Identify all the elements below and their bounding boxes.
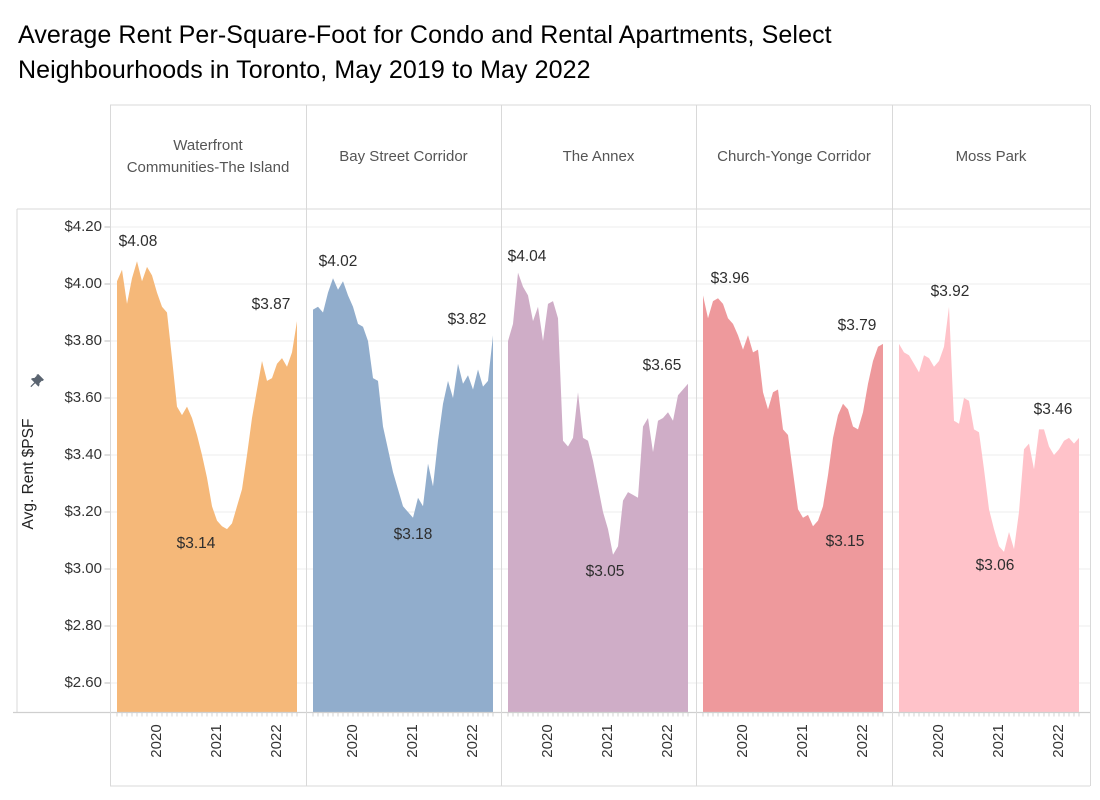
column-header-5[interactable]: Moss Park [955, 147, 1027, 165]
value-annotation: $3.96 [710, 270, 750, 287]
area-mark-bay-street-corridor[interactable] [313, 278, 493, 712]
y-tick-label: $3.60 [64, 389, 102, 406]
value-annotation: $3.87 [251, 296, 291, 313]
x-year-label: 2021 [794, 724, 811, 758]
x-year-label: 2021 [208, 724, 225, 758]
x-year-label: 2021 [990, 724, 1007, 758]
x-year-label: 2020 [148, 724, 165, 758]
x-year-label: 2020 [930, 724, 947, 758]
x-year-label: 2020 [734, 724, 751, 758]
column-header-4[interactable]: Church-Yonge Corridor [717, 147, 871, 165]
value-annotation: $3.65 [642, 357, 682, 374]
x-year-label: 2022 [854, 724, 871, 758]
y-tick-label: $4.00 [64, 275, 102, 292]
chart-title: Average Rent Per-Square-Foot for Condo a… [18, 18, 1018, 88]
area-mark-church-yonge-corridor[interactable] [703, 295, 883, 712]
area-mark-the-annex[interactable] [508, 272, 688, 712]
value-annotation: $4.08 [118, 233, 158, 250]
chart-title-line-1: Average Rent Per-Square-Foot for Condo a… [18, 21, 832, 49]
x-year-label: 2022 [659, 724, 676, 758]
value-annotation: $4.02 [318, 253, 358, 270]
x-year-label: 2020 [539, 724, 556, 758]
value-annotation: $3.06 [975, 557, 1015, 574]
value-annotation: $3.92 [930, 283, 970, 300]
value-annotation: $3.79 [837, 317, 877, 334]
value-annotation: $3.18 [393, 526, 433, 543]
y-tick-label: $3.80 [64, 332, 102, 349]
x-year-label: 2022 [1050, 724, 1067, 758]
y-tick-label: $2.60 [64, 674, 102, 691]
y-tick-label: $3.40 [64, 446, 102, 463]
pinned-axis-pin-icon [30, 374, 44, 388]
column-header-3[interactable]: The Annex [562, 147, 635, 165]
area-mark-waterfront-communities-the-island[interactable] [117, 261, 297, 712]
y-tick-label: $3.00 [64, 560, 102, 577]
y-axis-title: Avg. Rent $PSF [20, 418, 37, 530]
y-tick-label: $2.80 [64, 617, 102, 634]
y-tick-label: $4.20 [64, 218, 102, 235]
column-header-2[interactable]: Bay Street Corridor [339, 147, 468, 165]
value-annotation: $3.82 [447, 311, 487, 328]
x-year-label: 2020 [344, 724, 361, 758]
column-header-1[interactable]: Waterfront Communities-The Island [126, 136, 290, 177]
y-tick-label: $3.20 [64, 503, 102, 520]
x-year-label: 2021 [404, 724, 421, 758]
x-year-label: 2022 [464, 724, 481, 758]
area-mark-moss-park[interactable] [899, 306, 1079, 712]
value-annotation: $3.14 [176, 535, 216, 552]
value-annotation: $3.15 [825, 533, 865, 550]
value-annotation: $3.05 [585, 563, 625, 580]
x-year-label: 2022 [268, 724, 285, 758]
chart-title-line-2: Neighbourhoods in Toronto, May 2019 to M… [18, 56, 591, 84]
value-annotation: $3.46 [1033, 401, 1073, 418]
value-annotation: $4.04 [507, 248, 547, 265]
x-year-label: 2021 [599, 724, 616, 758]
